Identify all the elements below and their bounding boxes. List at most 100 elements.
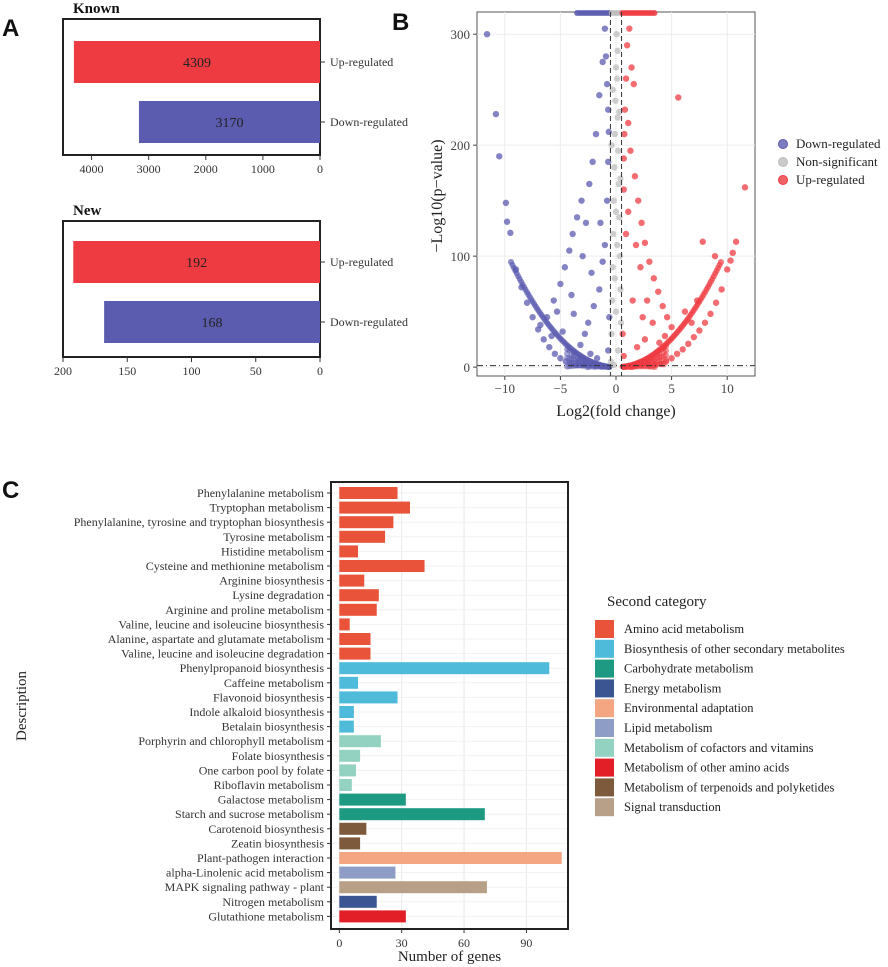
down-point [589, 158, 596, 166]
up-point [638, 219, 645, 227]
up-point [625, 208, 632, 215]
up-point [637, 264, 644, 271]
nonsig-point [610, 230, 617, 238]
known-bar-chart: Known 4309 Up-regulated 3170 Down-regulated 4… [62, 1, 408, 176]
up-point [659, 302, 666, 310]
nonsig-point [614, 114, 621, 121]
nonsig-point [612, 208, 620, 215]
up-point [688, 319, 695, 326]
x-tick-label: 4000 [80, 162, 104, 176]
legend-label: Up-regulated [796, 172, 865, 187]
nonsig-point [615, 347, 622, 354]
up-point [631, 173, 639, 180]
bar-galactose-metabolism [339, 793, 406, 806]
up-point [658, 353, 665, 360]
down-point [586, 180, 593, 188]
up-point [655, 288, 662, 295]
up-point [621, 130, 628, 138]
up-point [712, 299, 720, 306]
bar-lysine-degradation [339, 589, 379, 602]
down-point [569, 230, 576, 238]
down-point [596, 92, 603, 99]
up-point [643, 297, 651, 304]
nonsig-point [611, 130, 619, 138]
x-tick-label: 0 [336, 936, 342, 950]
category-label: Arginine biosynthesis [219, 574, 324, 588]
up-point [663, 313, 671, 321]
nonsig-point [617, 175, 624, 182]
category-label: MAPK signaling pathway - plant [165, 880, 325, 894]
up-point [663, 347, 670, 354]
category-label: Tryptophan metabolism [209, 501, 324, 515]
x-tick-label: 60 [458, 936, 470, 950]
legend-key [778, 175, 788, 185]
category-label: Tyrosine metabolism [223, 530, 324, 544]
legend-label: Signal transduction [624, 800, 722, 814]
data-label: 4309 [183, 56, 211, 71]
up-point [630, 80, 637, 88]
x-tick-label: 200 [54, 364, 72, 378]
legend-label: Down-regulated [796, 136, 881, 151]
bar-up-regulated [73, 241, 320, 283]
down-point [551, 350, 559, 358]
bar-plant-pathogen-interaction [339, 852, 562, 864]
x-tick-label: −5 [553, 381, 567, 396]
down-point [581, 330, 589, 338]
bar-alanine-aspartate-and-glutamate-metabolism [339, 633, 371, 645]
bar-phenylalanine-tyrosine-and-tryptophan-biosynthesis [339, 516, 394, 529]
down-point [605, 128, 612, 136]
legend-key [595, 639, 614, 658]
chart-title: New [73, 203, 101, 219]
nonsig-point [617, 319, 625, 326]
bar-cysteine-and-methionine-metabolism [339, 560, 425, 572]
category-label: Caffeine metabolism [224, 676, 325, 690]
down-point [572, 356, 579, 363]
down-point [561, 264, 569, 271]
down-point [601, 241, 609, 249]
up-point [656, 339, 663, 346]
down-point [605, 158, 612, 166]
up-point [649, 319, 656, 326]
nonsig-point [609, 264, 616, 271]
down-point [503, 218, 511, 225]
category-label: Arginine and proline metabolism [165, 603, 324, 617]
bar-caffeine-metabolism [339, 676, 359, 689]
down-point [592, 361, 599, 368]
bar-histidine-metabolism [339, 545, 359, 558]
up-point [620, 186, 627, 193]
category-label: Up-regulated [330, 255, 393, 269]
category-label: Phenylalanine metabolism [197, 486, 325, 500]
bar-tyrosine-metabolism [339, 530, 386, 543]
down-point [599, 58, 606, 66]
up-point [732, 238, 740, 245]
bar-carotenoid-biosynthesis [339, 822, 367, 835]
down-point [603, 197, 611, 204]
y-tick-label: 200 [451, 138, 471, 153]
up-point [621, 106, 629, 113]
bar-riboflavin-metabolism [339, 779, 352, 791]
legend-key [595, 620, 614, 638]
y-axis-label: −Log10(p−value) [429, 139, 446, 252]
down-point [557, 355, 564, 362]
down-point [599, 362, 606, 369]
down-point [523, 299, 531, 306]
x-tick-label: 30 [396, 936, 408, 950]
down-point [593, 355, 601, 362]
bar-valine-leucine-and-isoleucine-degradation [339, 647, 371, 660]
category-label: Histidine metabolism [221, 544, 325, 558]
up-point [741, 184, 749, 191]
up-point [656, 347, 663, 354]
down-point [564, 346, 571, 353]
legend-label: Lipid metabolism [624, 721, 713, 735]
down-point [588, 269, 595, 276]
category-label: Riboflavin metabolism [214, 778, 325, 792]
nonsig-point [616, 214, 623, 221]
up-point [635, 197, 642, 204]
up-point [651, 355, 658, 362]
nonsig-point [608, 297, 616, 304]
category-label: Betalain biosynthesis [222, 720, 325, 734]
up-point [696, 327, 703, 334]
